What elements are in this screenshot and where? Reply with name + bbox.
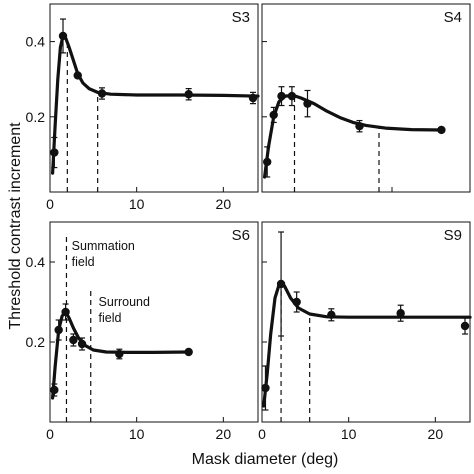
y-tick-label: 0.2 <box>26 109 46 125</box>
data-point <box>460 321 470 331</box>
panel-s6: 0.2 0.4 0 10 20 S6 Summation field Surround field <box>26 221 259 442</box>
data-point <box>292 297 301 307</box>
panel-title: S6 <box>232 227 250 244</box>
x-tick-label: 10 <box>129 196 145 212</box>
y-tick-label: 0.4 <box>26 254 46 270</box>
fit-curve <box>263 93 443 179</box>
data-point <box>50 148 59 157</box>
panel-frame <box>261 221 471 423</box>
x-tick-label: 20 <box>428 426 444 442</box>
data-point <box>58 31 68 41</box>
data-point <box>396 309 405 318</box>
data-point <box>287 91 297 101</box>
data-point <box>115 349 124 359</box>
panel-s9: 0 10 20 S9 <box>258 221 472 442</box>
data-point <box>355 122 364 131</box>
panel-title: S9 <box>444 227 462 244</box>
x-axis-title: Mask diameter (deg) <box>192 451 339 468</box>
data-point <box>248 93 258 103</box>
x-tick-label: 10 <box>341 426 357 442</box>
data-point <box>77 339 87 349</box>
data-point <box>61 307 70 317</box>
data-point <box>277 91 286 101</box>
panel-s4: S4 <box>261 3 471 193</box>
data-point <box>327 310 336 319</box>
y-tick-label: 0.4 <box>26 34 46 50</box>
panel-title: S4 <box>444 9 462 26</box>
annotation-label: Summation <box>72 239 135 253</box>
y-tick-label: 0.2 <box>26 334 46 350</box>
fit-curve <box>51 34 260 175</box>
x-tick-label: 10 <box>129 426 145 442</box>
annotation-label: Surround <box>99 295 150 309</box>
data-point <box>303 99 312 108</box>
data-point <box>54 325 63 335</box>
panel-title: S3 <box>232 9 250 26</box>
panel-frame <box>49 221 259 423</box>
data-point <box>73 71 82 80</box>
x-tick-label: 0 <box>46 196 54 212</box>
y-axis-title: Threshold contrast increment <box>7 122 24 330</box>
data-point <box>184 90 193 99</box>
data-point <box>269 110 278 120</box>
data-point <box>437 125 446 135</box>
annotation-label: field <box>99 311 122 325</box>
panel-frame <box>49 3 259 193</box>
x-tick-label: 0 <box>46 426 54 442</box>
x-tick-label: 20 <box>216 196 232 212</box>
panel-s3: 0.2 0.4 0 10 20 S3 <box>26 3 260 212</box>
data-point <box>184 347 193 357</box>
data-point <box>261 383 270 393</box>
x-tick-label: 0 <box>258 426 266 442</box>
data-point <box>276 279 286 289</box>
data-point <box>50 385 59 395</box>
data-point <box>69 335 78 345</box>
data-point <box>263 157 272 167</box>
annotation-label: field <box>72 255 95 269</box>
panel-frame <box>261 3 471 193</box>
x-tick-label: 20 <box>216 426 232 442</box>
data-point <box>97 89 107 98</box>
